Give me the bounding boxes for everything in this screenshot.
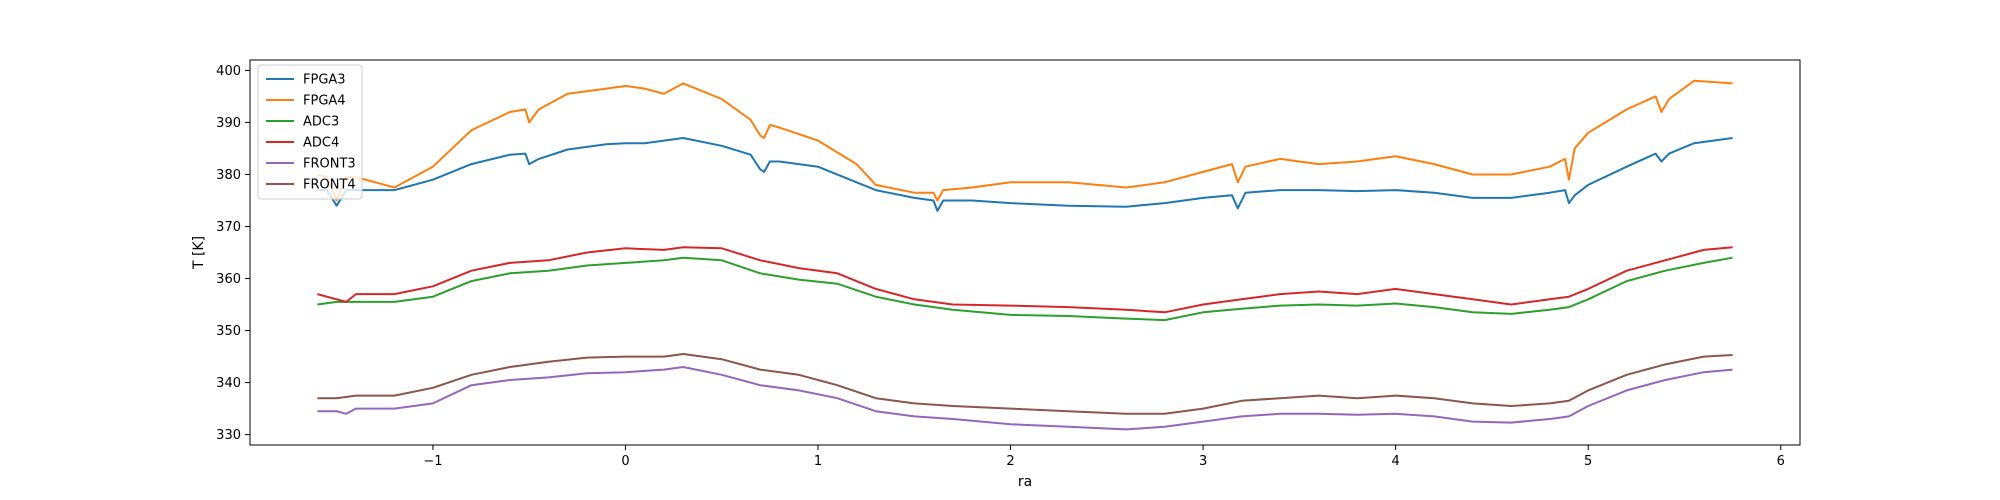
legend-label: FRONT3 (303, 157, 356, 172)
legend-label: FPGA3 (303, 73, 346, 88)
series-line-fpga4 (317, 79, 1733, 202)
legend: FPGA3 FPGA4 ADC3 ADC4 FRONT3 FRONT4 (257, 64, 363, 200)
y-tick-label: 340 (216, 376, 241, 391)
series-line-front4 (317, 353, 1733, 415)
x-tick-label: 3 (1199, 454, 1207, 469)
x-tick-label: 6 (1777, 454, 1785, 469)
y-tick-label: 350 (216, 324, 241, 339)
plot-series-group (317, 79, 1733, 431)
x-tick-label: −1 (423, 454, 442, 469)
x-axis-label: ra (1018, 474, 1032, 490)
series-line-adc4 (317, 246, 1733, 314)
legend-label: FPGA4 (303, 94, 346, 109)
y-tick-label: 390 (216, 116, 241, 131)
y-tick-label: 400 (216, 64, 241, 79)
series-line-front3 (317, 366, 1733, 431)
x-tick-label: 1 (814, 454, 822, 469)
plot-frame (249, 59, 1801, 446)
y-axis-label: T [K] (191, 236, 207, 270)
x-tick-label: 2 (1006, 454, 1014, 469)
series-line-adc3 (317, 256, 1733, 322)
x-tick-label: 5 (1584, 454, 1592, 469)
x-tick-label: 0 (621, 454, 629, 469)
y-tick-label: 380 (216, 168, 241, 183)
legend-label: FRONT4 (303, 178, 356, 193)
legend-box (257, 64, 363, 200)
x-axis: −1 0 1 2 3 4 5 6 (423, 445, 1785, 469)
x-tick-label: 4 (1392, 454, 1400, 469)
series-line-fpga3 (317, 137, 1733, 212)
y-tick-label: 370 (216, 220, 241, 235)
legend-label: ADC3 (303, 115, 339, 130)
y-tick-label: 360 (216, 272, 241, 287)
y-tick-label: 330 (216, 428, 241, 443)
legend-label: ADC4 (303, 136, 339, 151)
y-axis: 330 340 350 360 370 380 390 400 (216, 64, 250, 443)
